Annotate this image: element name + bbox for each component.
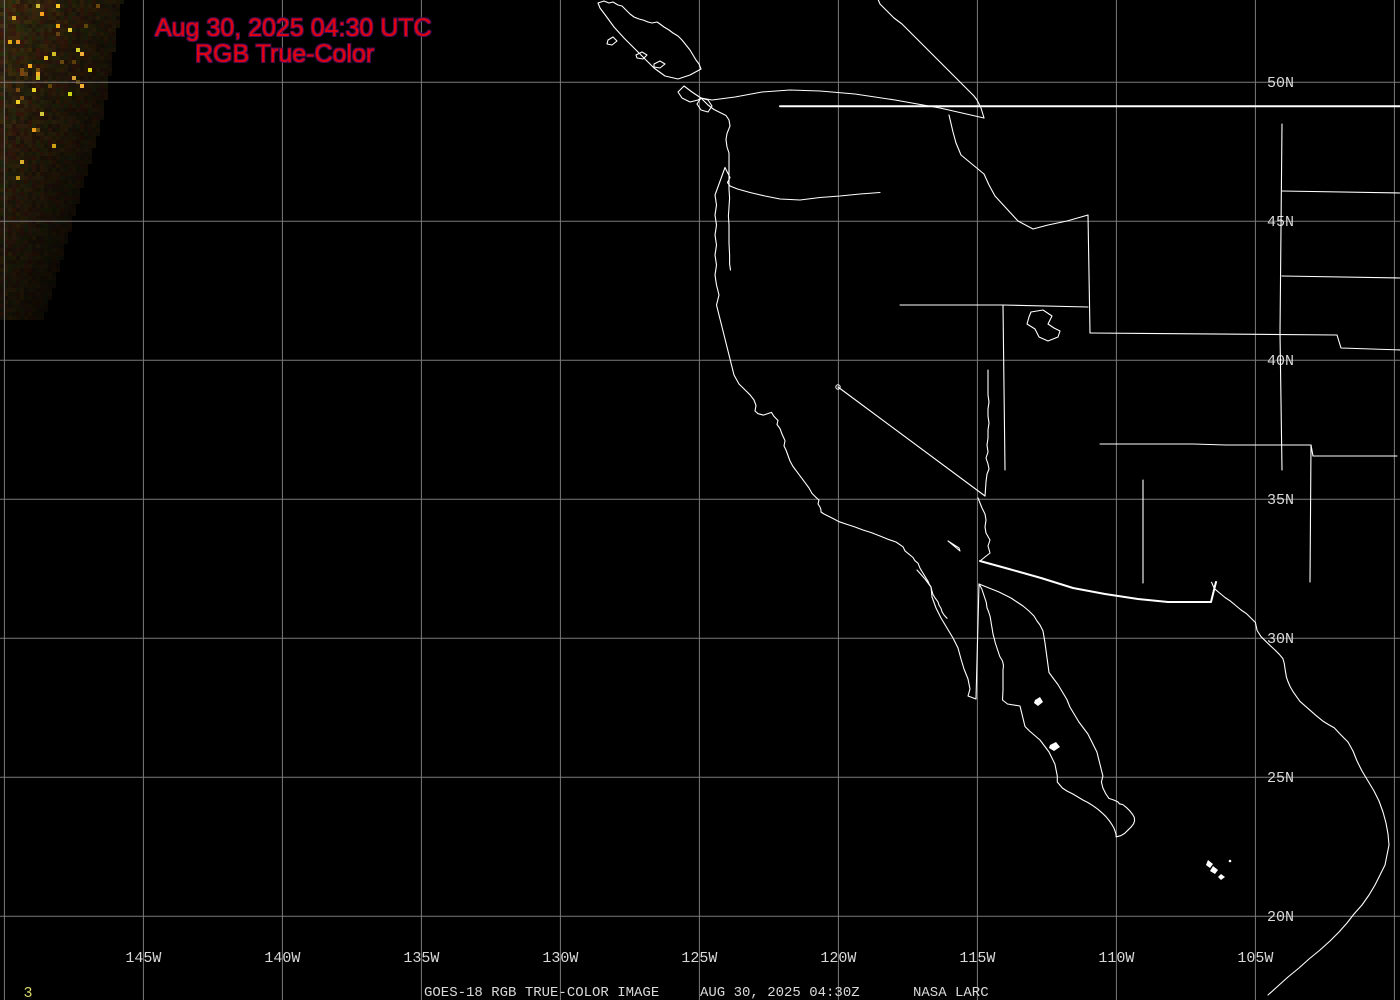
svg-text:50N: 50N: [1267, 75, 1294, 92]
svg-text:Aug 30, 2025 04:30 UTC: Aug 30, 2025 04:30 UTC: [155, 14, 432, 42]
svg-text:110W: 110W: [1098, 950, 1134, 967]
svg-text:20N: 20N: [1267, 909, 1294, 926]
svg-text:25N: 25N: [1267, 770, 1294, 787]
svg-text:135W: 135W: [403, 950, 439, 967]
svg-text:3: 3: [23, 985, 32, 1000]
svg-text:145W: 145W: [125, 950, 161, 967]
svg-text:30N: 30N: [1267, 631, 1294, 648]
svg-text:RGB True-Color: RGB True-Color: [195, 40, 374, 68]
svg-text:115W: 115W: [959, 950, 995, 967]
svg-text:AUG 30, 2025 04:30Z: AUG 30, 2025 04:30Z: [700, 985, 860, 1000]
svg-text:120W: 120W: [820, 950, 856, 967]
svg-text:GOES-18 RGB TRUE-COLOR IMAGE: GOES-18 RGB TRUE-COLOR IMAGE: [424, 985, 659, 1000]
svg-text:35N: 35N: [1267, 492, 1294, 509]
svg-text:NASA LARC: NASA LARC: [913, 985, 989, 1000]
svg-text:140W: 140W: [264, 950, 300, 967]
svg-text:130W: 130W: [542, 950, 578, 967]
svg-text:125W: 125W: [681, 950, 717, 967]
svg-text:105W: 105W: [1237, 950, 1273, 967]
